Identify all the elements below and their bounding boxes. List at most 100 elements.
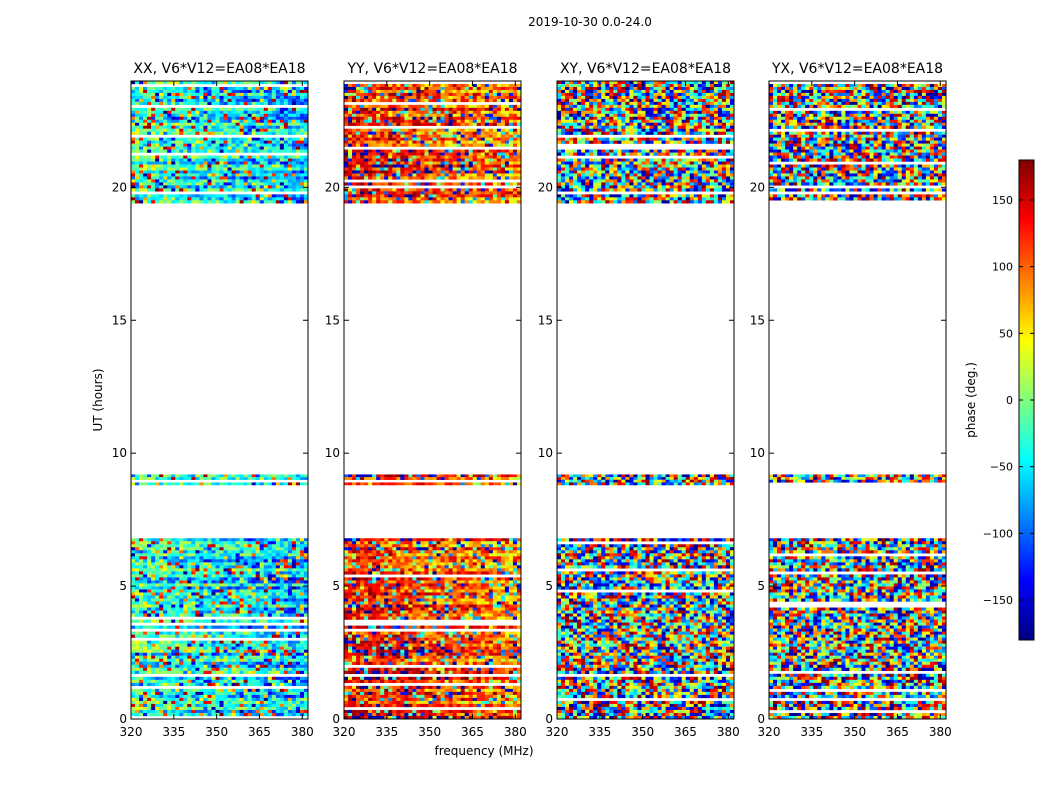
heatmap-cell: [151, 658, 156, 662]
heatmap-cell: [191, 706, 196, 711]
heatmap-cell: [416, 583, 421, 587]
heatmap-cell: [235, 604, 240, 608]
heatmap-cell: [287, 197, 293, 201]
heatmap-cell: [348, 571, 353, 575]
heatmap-cell: [271, 200, 277, 204]
heatmap-cell: [187, 547, 192, 551]
heatmap-cell: [131, 116, 136, 120]
heatmap-cell: [508, 589, 514, 593]
heatmap-cell: [175, 482, 180, 486]
heatmap-cell: [488, 565, 494, 569]
heatmap-cell: [203, 146, 208, 150]
heatmap-cell: [215, 676, 220, 681]
heatmap-cell: [159, 661, 164, 665]
heatmap-cell: [303, 128, 309, 132]
heatmap-cell: [147, 92, 152, 97]
heatmap-cell: [183, 113, 188, 117]
heatmap-cell: [259, 113, 265, 117]
heatmap-cell: [263, 697, 269, 702]
heatmap-cell: [239, 482, 244, 486]
heatmap-cell: [388, 580, 393, 584]
heatmap-cell: [380, 538, 385, 542]
heatmap-cell: [131, 164, 136, 168]
heatmap-cell: [235, 565, 240, 569]
heatmap-cell: [179, 556, 184, 560]
heatmap-cell: [235, 691, 240, 696]
heatmap-cell: [408, 562, 413, 566]
heatmap-cell: [151, 550, 156, 554]
heatmap-cell: [299, 682, 305, 687]
heatmap-cell: [283, 125, 289, 129]
heatmap-cell: [199, 688, 204, 693]
heatmap-cell: [155, 128, 160, 132]
heatmap-cell: [259, 580, 265, 584]
heatmap-cell: [243, 173, 248, 177]
heatmap-cell: [263, 712, 269, 717]
heatmap-cell: [259, 586, 265, 590]
heatmap-cell: [344, 595, 349, 599]
heatmap-cell: [271, 604, 277, 608]
heatmap-cell: [496, 553, 502, 557]
heatmap-cell: [207, 161, 212, 165]
heatmap-cell: [147, 170, 152, 174]
heatmap-cell: [143, 86, 148, 91]
heatmap-cell: [263, 694, 269, 699]
heatmap-cell: [167, 185, 172, 189]
heatmap-cell: [231, 185, 236, 189]
heatmap-cell: [299, 482, 305, 486]
heatmap-cell: [155, 541, 160, 545]
heatmap-cell: [247, 688, 252, 693]
heatmap-cell: [279, 553, 285, 557]
heatmap-cell: [279, 110, 285, 115]
heatmap-cell: [207, 482, 212, 486]
heatmap-cell: [247, 101, 252, 106]
heatmap-cell: [215, 541, 220, 545]
heatmap-cell: [303, 619, 309, 623]
heatmap-cell: [259, 538, 265, 542]
heatmap-cell: [275, 649, 281, 653]
heatmap-cell: [187, 670, 192, 675]
heatmap-cell: [291, 601, 297, 605]
heatmap-cell: [223, 640, 228, 644]
heatmap-cell: [291, 556, 297, 560]
heatmap-cell: [235, 197, 240, 201]
heatmap-cell: [155, 550, 160, 554]
heatmap-cell: [356, 550, 361, 554]
heatmap-cell: [231, 143, 236, 147]
heatmap-cell: [255, 592, 261, 596]
heatmap-cell: [191, 146, 196, 150]
heatmap-cell: [460, 571, 465, 575]
heatmap-cell: [227, 658, 232, 662]
heatmap-cell: [167, 667, 172, 671]
heatmap-cell: [468, 589, 474, 593]
heatmap-cell: [151, 592, 156, 596]
heatmap-cell: [416, 544, 421, 548]
heatmap-cell: [159, 474, 164, 478]
heatmap-cell: [251, 649, 256, 653]
heatmap-cell: [215, 667, 220, 671]
heatmap-cell: [283, 709, 289, 714]
heatmap-cell: [211, 89, 216, 94]
heatmap-cell: [227, 474, 232, 478]
heatmap-cell: [199, 592, 204, 596]
heatmap-cell: [239, 571, 244, 575]
heatmap-cell: [207, 577, 212, 581]
heatmap-cell: [211, 86, 216, 91]
heatmap-cell: [175, 610, 180, 614]
heatmap-cell: [291, 173, 297, 177]
heatmap-cell: [171, 122, 176, 126]
heatmap-cell: [303, 107, 309, 112]
heatmap-cell: [219, 194, 224, 198]
heatmap-cell: [420, 565, 425, 569]
heatmap-cell: [299, 607, 305, 611]
heatmap-cell: [440, 571, 445, 575]
heatmap-cell: [187, 586, 192, 590]
heatmap-cell: [259, 643, 265, 647]
heatmap-cell: [171, 691, 176, 696]
heatmap-cell: [275, 571, 281, 575]
heatmap-cell: [231, 477, 236, 480]
heatmap-cell: [175, 116, 180, 120]
heatmap-cell: [488, 556, 494, 560]
heatmap-cell: [496, 586, 502, 590]
heatmap-cell: [171, 197, 176, 201]
